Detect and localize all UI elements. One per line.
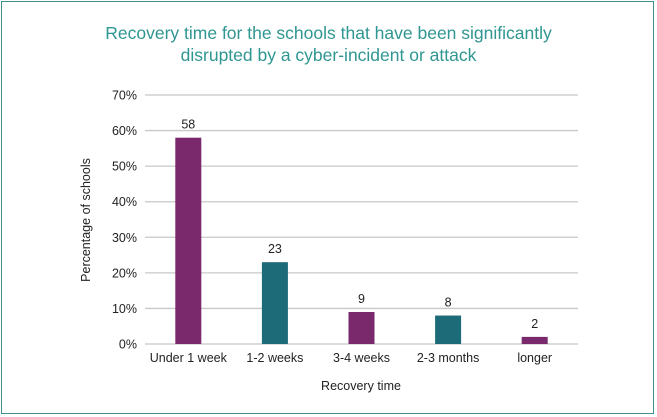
x-axis-label: Recovery time <box>321 379 401 393</box>
x-tick-label: 3-4 weeks <box>333 351 390 365</box>
x-tick-label: Under 1 week <box>150 351 228 365</box>
data-label: 2 <box>531 317 538 331</box>
chart-title: Recovery time for the schools that have … <box>0 22 657 66</box>
bar <box>435 315 462 344</box>
y-tick-label: 0% <box>119 338 137 352</box>
y-tick-label: 50% <box>112 160 137 174</box>
y-tick-label: 10% <box>112 302 137 316</box>
x-tick-label: 2-3 months <box>417 351 480 365</box>
data-label: 9 <box>358 292 365 306</box>
y-axis-label: Percentage of schools <box>79 158 93 282</box>
y-tick-label: 20% <box>112 266 137 280</box>
bar <box>521 336 548 344</box>
x-tick-label: 1-2 weeks <box>246 351 303 365</box>
data-label: 8 <box>445 296 452 310</box>
y-tick-label: 70% <box>112 89 137 103</box>
bar <box>261 262 288 344</box>
bar <box>348 311 375 344</box>
y-tick-label: 40% <box>112 195 137 209</box>
y-tick-label: 30% <box>112 231 137 245</box>
y-tick-label: 60% <box>112 124 137 138</box>
data-label: 23 <box>268 242 282 256</box>
bar <box>175 137 202 344</box>
x-tick-label: longer <box>517 351 552 365</box>
chart-title-line-1: Recovery time for the schools that have … <box>105 23 552 43</box>
data-label: 58 <box>181 118 195 132</box>
chart-title-line-2: disrupted by a cyber-incident or attack <box>180 45 477 65</box>
